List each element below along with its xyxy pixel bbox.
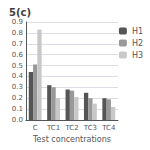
svg-text:TC3: TC3 <box>83 124 97 132</box>
svg-text:Test concentrations: Test concentrations <box>32 135 111 144</box>
svg-text:H2: H2 <box>132 39 143 48</box>
svg-text:TC1: TC1 <box>46 124 60 132</box>
svg-text:0.2: 0.2 <box>12 94 23 102</box>
svg-text:0.7: 0.7 <box>12 40 23 48</box>
svg-text:H3: H3 <box>132 51 143 60</box>
svg-text:0.0: 0.0 <box>12 116 23 124</box>
svg-text:0.8: 0.8 <box>12 29 23 37</box>
svg-text:5(c): 5(c) <box>9 7 31 18</box>
svg-text:0.3: 0.3 <box>12 83 23 91</box>
svg-text:0.4: 0.4 <box>12 72 24 80</box>
svg-text:H1: H1 <box>132 27 143 36</box>
svg-text:TC2: TC2 <box>64 124 78 132</box>
svg-text:0.1: 0.1 <box>12 105 23 113</box>
svg-text:C: C <box>33 124 38 132</box>
svg-text:0.9: 0.9 <box>12 18 23 26</box>
svg-text:0.5: 0.5 <box>12 62 23 70</box>
svg-text:TC4: TC4 <box>101 124 116 132</box>
svg-text:0.6: 0.6 <box>12 51 24 59</box>
